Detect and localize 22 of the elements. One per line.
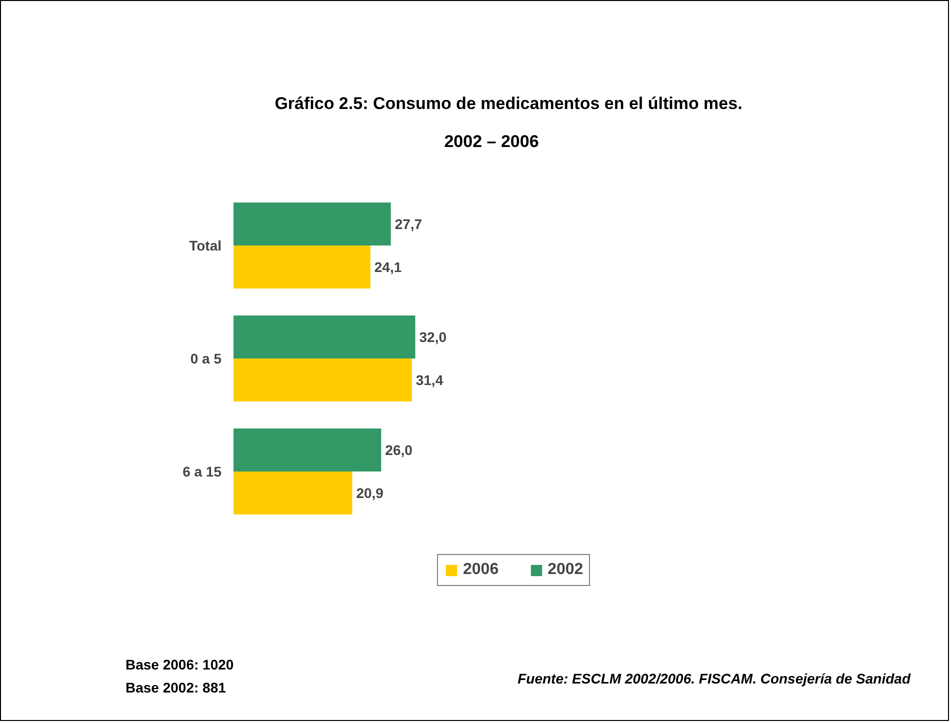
data-label: 26,0 [385, 442, 413, 458]
text: Base 2002: 881 [126, 680, 226, 696]
legend-label: 2002 [548, 561, 584, 579]
y-tick-label: 0 a 5 [190, 350, 222, 366]
legend-label: 2006 [463, 561, 499, 579]
source-note: Fuente: ESCLM 2002/2006. FISCAM. Consejería de Sanidad [518, 670, 911, 686]
bar [234, 358, 412, 402]
text: 2002 – 2006 [444, 132, 539, 151]
bar [234, 472, 352, 514]
y-tick-label: 6 a 15 [182, 464, 222, 480]
bar [234, 202, 391, 246]
data-label: 32,0 [419, 329, 447, 346]
data-label: 20,9 [356, 484, 384, 501]
data-label: 24,1 [374, 258, 402, 275]
bar [234, 246, 370, 288]
bar [234, 316, 416, 358]
text: Gráfico 2.5: Consumo de medicamentos en el último mes. [274, 94, 742, 113]
y-tick-label: Total [189, 238, 222, 254]
data-label: 27,7 [394, 216, 422, 232]
bar [234, 428, 382, 472]
text: Base 2006: 1020 [126, 656, 234, 672]
data-label: 31,4 [416, 372, 444, 388]
